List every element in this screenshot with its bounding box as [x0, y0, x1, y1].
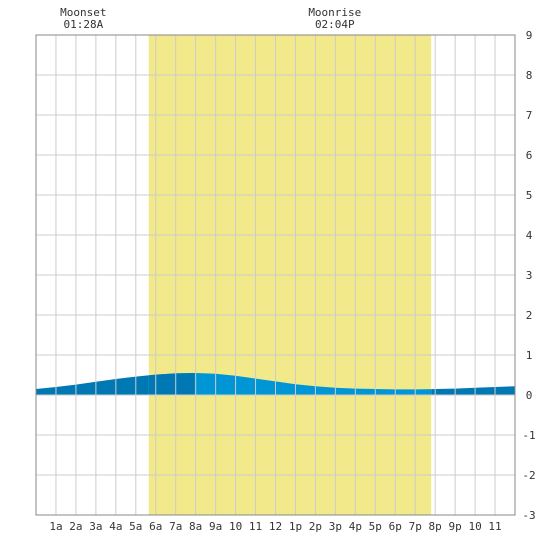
x-tick-label: 11	[488, 520, 501, 533]
x-tick-label: 9p	[449, 520, 462, 533]
tide-area-rising	[148, 373, 195, 395]
x-tick-labels: 1a 2a 3a 4a 5a 6a 7a 8a 9a 10 11 12 1p 2p 3p 4p 5p 6p 7p 8p…	[49, 520, 501, 533]
x-tick-label: 6p	[389, 520, 402, 533]
x-tick-label: 9a	[209, 520, 222, 533]
x-tick-label: 7p	[409, 520, 422, 533]
y-tick-label: 5	[526, 189, 533, 202]
x-tick-label: 5a	[129, 520, 142, 533]
y-tick-label: -1	[522, 429, 535, 442]
x-tick-label: 1p	[289, 520, 302, 533]
y-tick-labels: -3 -2 -1 0 1 2 3 4 5 6 7 8 9	[522, 29, 535, 522]
y-tick-label: 7	[526, 109, 533, 122]
x-tick-label: 8a	[189, 520, 202, 533]
moon-event-time: 02:04P	[315, 18, 355, 31]
x-tick-label: 6a	[149, 520, 162, 533]
y-tick-label: 9	[526, 29, 533, 42]
y-tick-label: 8	[526, 69, 533, 82]
x-tick-label: 2a	[69, 520, 82, 533]
x-tick-label: 11	[249, 520, 262, 533]
plot-frame	[35, 34, 516, 516]
x-tick-label: 5p	[369, 520, 382, 533]
x-tick-label: 3p	[329, 520, 342, 533]
y-tick-label: 2	[526, 309, 533, 322]
x-tick-label: 2p	[309, 520, 322, 533]
y-tick-label: -2	[522, 469, 535, 482]
x-tick-label: 3a	[89, 520, 102, 533]
y-tick-label: 1	[526, 349, 533, 362]
y-tick-label: 4	[526, 229, 533, 242]
x-tick-label: 4a	[109, 520, 122, 533]
moon-event-time: 01:28A	[63, 18, 103, 31]
x-tick-label: 8p	[429, 520, 442, 533]
x-tick-label: 1a	[49, 520, 62, 533]
x-tick-label: 10	[468, 520, 481, 533]
y-tick-label: 0	[526, 389, 533, 402]
moon-event-label: Moonset	[60, 6, 106, 19]
x-tick-label: 12	[269, 520, 282, 533]
x-tick-label: 7a	[169, 520, 182, 533]
tide-area-day	[148, 373, 432, 395]
y-tick-label: 3	[526, 269, 533, 282]
x-tick-label: 4p	[349, 520, 362, 533]
moon-event-label: Moonrise	[308, 6, 361, 19]
y-tick-label: -3	[522, 509, 535, 522]
grid	[36, 35, 515, 515]
x-tick-label: 10	[229, 520, 242, 533]
y-tick-label: 6	[526, 149, 533, 162]
